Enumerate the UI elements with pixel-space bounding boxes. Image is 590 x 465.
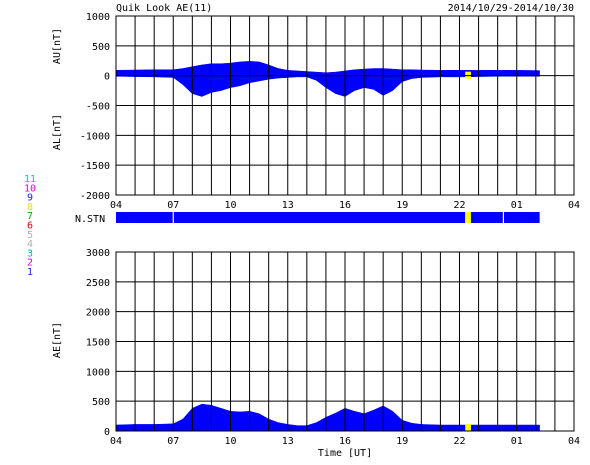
x-tick-label: 16 xyxy=(339,436,351,447)
legend-item: 10 xyxy=(24,183,36,194)
y-tick-label: -2000 xyxy=(80,191,110,202)
x-tick-label: 04 xyxy=(568,436,580,447)
x-tick-label: 04 xyxy=(110,200,122,211)
legend-item: 7 xyxy=(27,211,33,222)
plot-frame xyxy=(115,251,575,432)
y-tick-label: 0 xyxy=(104,427,110,438)
x-tick-label: 22 xyxy=(453,200,465,211)
legend-item: 6 xyxy=(27,221,33,232)
nstn-label: N.STN xyxy=(75,214,105,225)
legend-item: 3 xyxy=(27,248,33,259)
y-tick-label: 0 xyxy=(104,72,110,83)
x-tick-label: 19 xyxy=(396,200,408,211)
y-tick-label: 2000 xyxy=(86,308,110,319)
y-tick-label: 2500 xyxy=(86,278,110,289)
ae-axis-label: AE[nT] xyxy=(52,322,63,358)
x-tick-label: 10 xyxy=(224,200,236,211)
x-tick-label: 16 xyxy=(339,200,351,211)
al-axis-label: AL[nT] xyxy=(52,114,63,150)
y-tick-label: 500 xyxy=(92,397,110,408)
x-tick-label: 07 xyxy=(167,436,179,447)
au-axis-label: AU[nT] xyxy=(52,28,63,64)
x-tick-label: 04 xyxy=(568,200,580,211)
date-range: 2014/10/29-2014/10/30 xyxy=(448,3,574,14)
y-tick-label: 1000 xyxy=(86,12,110,23)
x-tick-label: 07 xyxy=(167,200,179,211)
legend-item: 9 xyxy=(27,193,33,204)
y-tick-label: -500 xyxy=(86,102,110,113)
legend-item: 2 xyxy=(27,258,33,269)
au-area xyxy=(115,61,540,76)
chart-title: Quik Look AE(11) xyxy=(116,3,212,14)
y-tick-label: 1000 xyxy=(86,367,110,378)
x-tick-label: 19 xyxy=(396,436,408,447)
legend-item: 4 xyxy=(27,239,33,250)
highlight-marker xyxy=(465,424,471,431)
legend-item: 5 xyxy=(27,230,33,241)
x-tick-label: 01 xyxy=(511,200,523,211)
legend-item: 1 xyxy=(27,267,33,278)
nstn-segment xyxy=(470,212,540,223)
plot-frame xyxy=(115,15,575,196)
nstn-segment xyxy=(465,212,471,223)
y-tick-label: 3000 xyxy=(86,248,110,259)
y-tick-label: 1500 xyxy=(86,338,110,349)
y-tick-label: 500 xyxy=(92,42,110,53)
x-tick-label: 10 xyxy=(224,436,236,447)
legend-item: 11 xyxy=(24,174,36,185)
x-tick-label: 13 xyxy=(282,200,294,211)
legend-item: 8 xyxy=(27,202,33,213)
y-tick-label: -1000 xyxy=(80,131,110,142)
y-tick-label: -1500 xyxy=(80,161,110,172)
nstn-segment xyxy=(116,212,466,223)
ae-area xyxy=(115,403,540,432)
x-axis-label: Time [UT] xyxy=(318,448,372,459)
x-tick-label: 01 xyxy=(511,436,523,447)
al-area xyxy=(115,75,540,97)
panel-nstn xyxy=(116,212,540,223)
x-tick-label: 04 xyxy=(110,436,122,447)
x-tick-label: 22 xyxy=(453,436,465,447)
x-tick-label: 13 xyxy=(282,436,294,447)
